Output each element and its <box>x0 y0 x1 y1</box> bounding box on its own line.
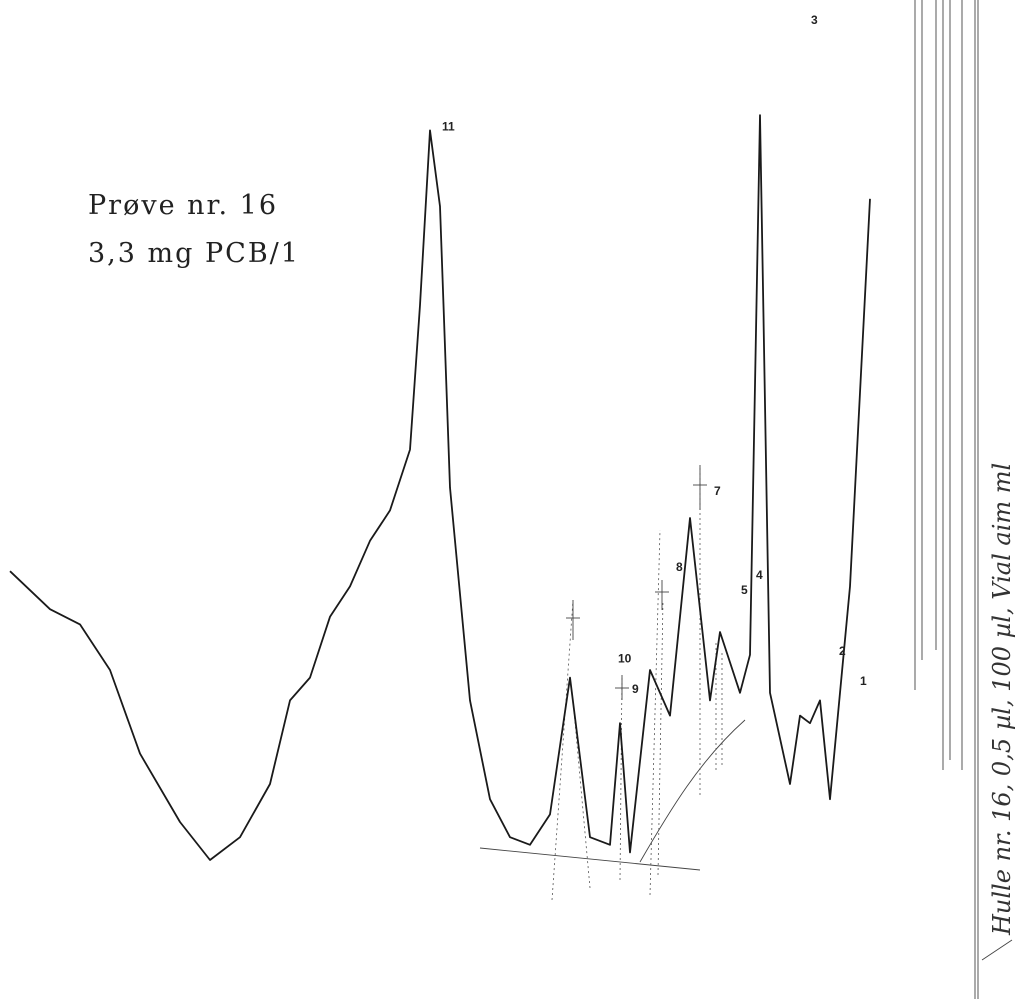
peak-label-10: 10 <box>618 651 632 665</box>
clipped-peaks <box>914 0 1013 999</box>
peak-label-5: 5 <box>741 583 748 597</box>
sample-label: Prøve nr. 16 <box>88 190 278 221</box>
series-line <box>9 114 871 861</box>
handwritten-note: Hulle nr. 16, 0,5 µl, 100 µl, Vial aim m… <box>988 462 1015 935</box>
peak-label-8: 8 <box>676 560 683 574</box>
peak-label-1: 1 <box>860 674 867 688</box>
peak-label-3: 3 <box>811 13 818 27</box>
concentration-label: 3,3 mg PCB/1 <box>88 238 300 269</box>
peak-label-4: 4 <box>756 568 763 582</box>
peak-label-9: 9 <box>632 682 639 696</box>
peak-label-11: 11 <box>442 119 455 133</box>
peak-label-2: 2 <box>839 644 846 658</box>
baseline-tangent <box>479 847 701 871</box>
peak-ticks <box>566 465 707 700</box>
baseline-curve <box>639 719 746 863</box>
peak-label-7: 7 <box>714 484 721 498</box>
drop-lines <box>551 465 723 901</box>
peak-labels: 11 10 9 8 7 54 3 2 1 <box>442 13 867 696</box>
